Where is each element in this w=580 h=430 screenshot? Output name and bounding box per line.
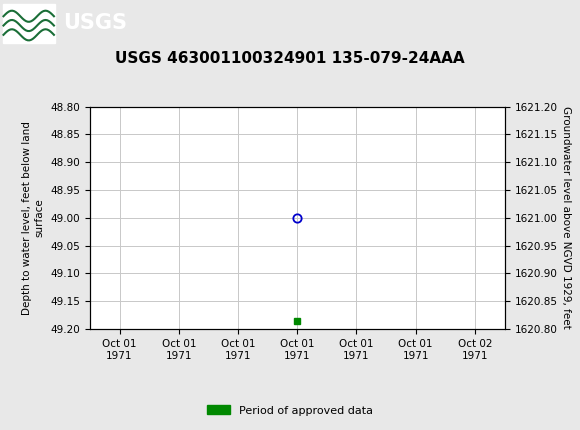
Text: USGS 463001100324901 135-079-24AAA: USGS 463001100324901 135-079-24AAA (115, 51, 465, 66)
Bar (3, 4, 55, 43)
Text: USGS: USGS (63, 13, 126, 33)
Y-axis label: Groundwater level above NGVD 1929, feet: Groundwater level above NGVD 1929, feet (561, 106, 571, 329)
Legend: Period of approved data: Period of approved data (203, 401, 377, 420)
Y-axis label: Depth to water level, feet below land
surface: Depth to water level, feet below land su… (21, 121, 45, 315)
